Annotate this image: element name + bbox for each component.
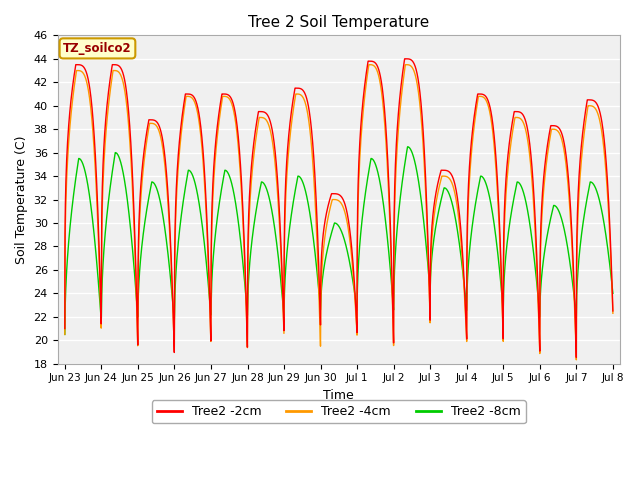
Y-axis label: Soil Temperature (C): Soil Temperature (C) — [15, 135, 28, 264]
Legend: Tree2 -2cm, Tree2 -4cm, Tree2 -8cm: Tree2 -2cm, Tree2 -4cm, Tree2 -8cm — [152, 400, 526, 423]
X-axis label: Time: Time — [323, 389, 354, 402]
Text: TZ_soilco2: TZ_soilco2 — [63, 42, 132, 55]
Title: Tree 2 Soil Temperature: Tree 2 Soil Temperature — [248, 15, 429, 30]
